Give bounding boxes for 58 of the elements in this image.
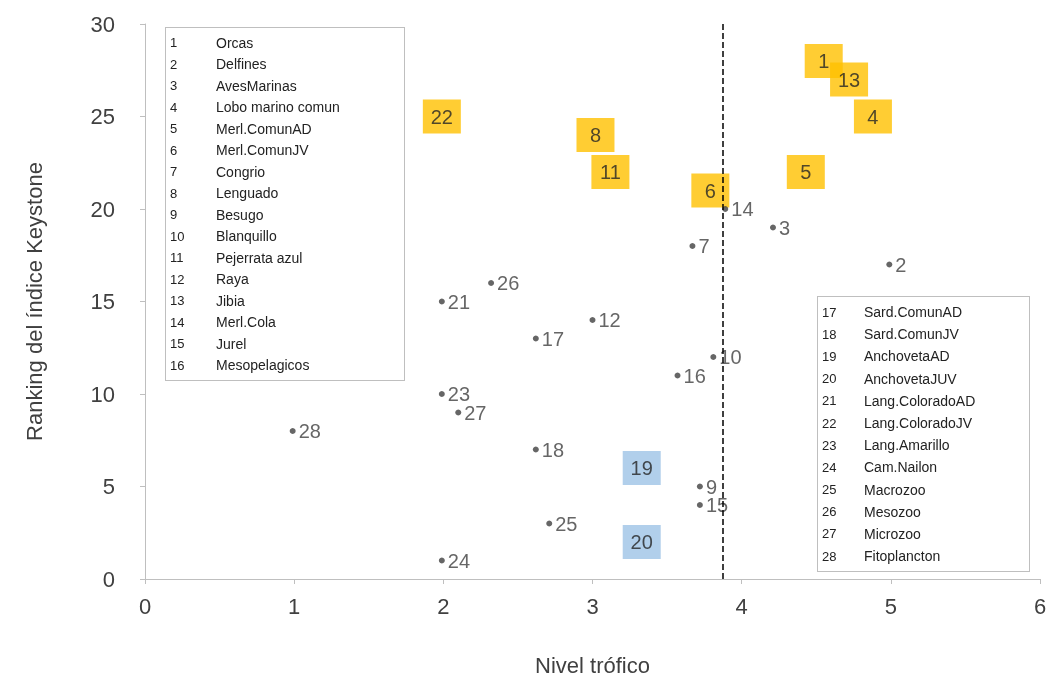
point: [532, 446, 539, 453]
x-tick-label: 4: [735, 593, 748, 619]
x-tick-label: 5: [884, 593, 897, 619]
series-label: 13: [837, 68, 861, 91]
y-tick-label: 30: [90, 11, 115, 37]
series-label: 14: [731, 198, 754, 220]
series-label: 1: [818, 50, 830, 72]
series-label: 8: [589, 124, 602, 146]
point: [689, 243, 696, 249]
series-label: 18: [541, 438, 565, 461]
y-tick-label: 0: [102, 566, 115, 592]
series-label: 5: [800, 161, 812, 183]
series-label: 10: [719, 346, 742, 368]
x-tick-label: 1: [288, 593, 301, 619]
series-label: 20: [630, 531, 653, 553]
series-label: 21: [447, 290, 471, 313]
x-tick-label: 2: [437, 593, 450, 619]
point: [438, 298, 445, 305]
series-label: 24: [447, 549, 471, 572]
series-label: 11: [600, 161, 621, 183]
point: [438, 391, 445, 397]
point: [438, 557, 445, 564]
x-tick-label: 3: [586, 593, 599, 619]
point: [710, 354, 717, 360]
y-tick-label: 5: [102, 474, 115, 499]
point: [589, 317, 596, 323]
point: [696, 502, 703, 508]
series-label: 26: [497, 272, 520, 294]
y-axis-title: Ranking del índice Keystone: [21, 162, 47, 441]
point: [546, 520, 553, 527]
series-label: 7: [698, 235, 710, 257]
series-label: 19: [630, 457, 653, 479]
point: [488, 280, 495, 286]
series-label: 25: [555, 512, 578, 535]
y-tick-label: 10: [90, 381, 115, 407]
series-label: 12: [598, 309, 621, 331]
point: [455, 409, 462, 416]
series-label: 4: [867, 105, 879, 128]
key-table: 1 Orcas 2 Delfines 3 AvesMarinas 4 Lobo marino comun 5 Merl.ComunAD 6 Merl.ComunJV 7 Congrio 8 Lenguado 9 Besugo 10 Blanquillo 11 Pejerrata azul 12 Raya 13 Jibia 14 Merl.Cola 15 Jurel 16 Mesopelagicos: [165, 27, 405, 381]
series-label: 2: [895, 253, 907, 276]
y-tick-label: 20: [90, 196, 115, 222]
y-tick-label: 25: [90, 104, 115, 129]
series-label: 16: [683, 364, 706, 387]
series-label: 22: [430, 105, 453, 128]
y-tick-label: 15: [90, 289, 115, 314]
series-label: 6: [704, 179, 716, 202]
point: [532, 335, 539, 342]
x-axis-title: Nivel trófico: [535, 652, 650, 678]
key-table: 17 Sard.ComunAD 18 Sard.ComunJV 19 AnchovetaAD 20 AnchovetaJUV 21 Lang.ColoradoAD 22 Lang.ColoradoJV 23 Lang.Amarillo 24 Cam.Nailon 25 Macrozoo 26 Mesozoo 27 Microzoo 28 Fitoplancton: [817, 296, 1030, 573]
point: [770, 224, 776, 231]
series-label: 28: [298, 420, 321, 442]
point: [696, 483, 703, 490]
point: [289, 428, 296, 434]
series-label: 3: [778, 216, 791, 239]
series-label: 17: [541, 327, 565, 350]
point: [674, 372, 681, 379]
x-tick-label: 0: [138, 593, 152, 619]
x-tick-label: 6: [1033, 593, 1047, 619]
